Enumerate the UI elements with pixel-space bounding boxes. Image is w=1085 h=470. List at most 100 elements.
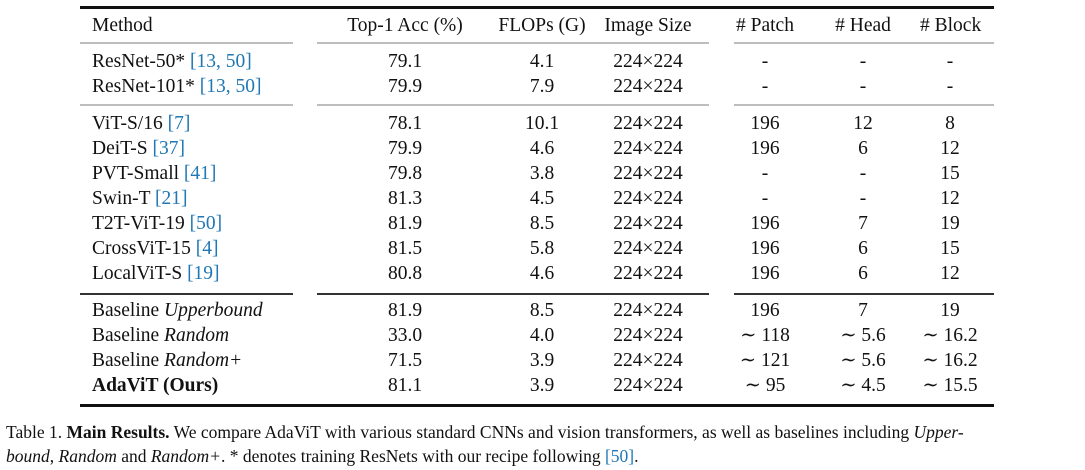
method-prefix: Baseline (92, 300, 160, 321)
method-name: ResNet-50* (92, 51, 186, 72)
block-value: ∼ 15.5 (922, 375, 978, 396)
top-rule (80, 6, 994, 9)
head-value: 6 (858, 238, 868, 259)
table-row: ResNet-50* [13, 50] 79.1 4.1 224×224 - -… (0, 49, 1085, 74)
table-row: PVT-Small [41] 79.8 3.8 224×224 - - 15 (0, 161, 1085, 186)
acc-value: 79.8 (387, 163, 423, 184)
citation-link[interactable]: [50] (189, 213, 223, 234)
block-value: 15 (940, 163, 960, 184)
block-value: 12 (940, 188, 960, 209)
caption-italic: Upper- (913, 422, 964, 442)
caption-text: and (121, 446, 147, 466)
group2-cmidrule-2 (317, 293, 709, 295)
size-value: 224×224 (613, 300, 683, 321)
flops-value: 8.5 (529, 300, 555, 321)
size-value: 224×224 (613, 138, 683, 159)
patch-value: 196 (750, 113, 780, 134)
block-value: 19 (940, 300, 960, 321)
acc-value: 79.9 (387, 76, 423, 97)
patch-value: ∼ 95 (744, 375, 786, 396)
header-head: # Head (835, 15, 891, 36)
method-prefix: Baseline (92, 325, 160, 346)
method-name: ResNet-101* (92, 76, 195, 97)
method-variant: Upperbound (164, 300, 263, 321)
header-cmidrule-3 (734, 42, 994, 44)
caption-text: . (634, 446, 639, 466)
flops-value: 4.6 (529, 263, 555, 284)
citation-link[interactable]: [4] (195, 238, 219, 259)
acc-value: 71.5 (387, 350, 423, 371)
acc-value: 79.9 (387, 138, 423, 159)
block-value: ∼ 16.2 (922, 325, 978, 346)
caption-text: We compare AdaViT with various standard … (173, 422, 910, 442)
head-value: - (859, 163, 867, 184)
caption-label: Table 1. (6, 422, 63, 442)
group1-cmidrule-2 (317, 104, 709, 106)
size-value: 224×224 (613, 188, 683, 209)
flops-value: 3.9 (529, 375, 555, 396)
header-patch: # Patch (736, 15, 794, 36)
head-value: 7 (858, 213, 868, 234)
block-value: 12 (940, 263, 960, 284)
method-name: Swin-T (92, 188, 151, 209)
table-caption: Table 1. Main Results. We compare AdaViT… (6, 420, 1081, 468)
table-row: ViT-S/16 [7] 78.1 10.1 224×224 196 12 8 (0, 111, 1085, 136)
citation-link[interactable]: [7] (167, 113, 191, 134)
group1-cmidrule-1 (80, 104, 293, 106)
header-size: Image Size (604, 15, 692, 36)
method-name: PVT-Small (92, 163, 180, 184)
caption-text: . * denotes training ResNets with our re… (221, 446, 601, 466)
table-row: ResNet-101* [13, 50] 79.9 7.9 224×224 - … (0, 74, 1085, 99)
method-name: LocalViT-S (92, 263, 183, 284)
header-block: # Block (920, 15, 982, 36)
citation-link[interactable]: [13, 50] (190, 51, 252, 72)
size-value: 224×224 (613, 350, 683, 371)
header-cmidrule-1 (80, 42, 293, 44)
caption-italic: Random+ (150, 446, 221, 466)
table-header-row: Method Top-1 Acc (%) FLOPs (G) Image Siz… (0, 13, 1085, 38)
citation-link[interactable]: [13, 50] (199, 76, 262, 97)
group2-cmidrule-1 (80, 293, 293, 295)
citation-link[interactable]: [19] (187, 263, 220, 284)
block-value: - (946, 76, 954, 97)
patch-value: 196 (750, 238, 780, 259)
acc-value: 78.1 (387, 113, 423, 134)
head-value: 6 (858, 263, 868, 284)
head-value: ∼ 4.5 (840, 375, 886, 396)
block-value: - (946, 51, 954, 72)
method-name: DeiT-S (92, 138, 148, 159)
patch-value: 196 (750, 138, 780, 159)
acc-value: 80.8 (387, 263, 423, 284)
table-row: LocalViT-S [19] 80.8 4.6 224×224 196 6 1… (0, 261, 1085, 286)
flops-value: 10.1 (524, 113, 560, 134)
table-row: Baseline Random+ 71.5 3.9 224×224 ∼ 121 … (0, 348, 1085, 373)
method-variant: Random+ (164, 350, 243, 371)
acc-value: 81.5 (387, 238, 423, 259)
header-cmidrule-2 (317, 42, 709, 44)
head-value: - (859, 76, 867, 97)
table-row: DeiT-S [37] 79.9 4.6 224×224 196 6 12 (0, 136, 1085, 161)
acc-value: 81.9 (387, 300, 423, 321)
patch-value: - (761, 188, 769, 209)
citation-link[interactable]: [21] (155, 188, 188, 209)
head-value: - (859, 51, 867, 72)
citation-link[interactable]: [50] (604, 446, 635, 466)
citation-link[interactable]: [41] (183, 163, 217, 184)
patch-value: - (761, 163, 769, 184)
citation-link[interactable]: [37] (152, 138, 186, 159)
block-value: 12 (940, 138, 960, 159)
flops-value: 8.5 (529, 213, 555, 234)
bottom-rule (80, 404, 994, 407)
size-value: 224×224 (613, 263, 683, 284)
size-value: 224×224 (613, 113, 683, 134)
patch-value: 196 (750, 263, 780, 284)
size-value: 224×224 (613, 163, 683, 184)
flops-value: 3.9 (529, 350, 555, 371)
flops-value: 7.9 (529, 76, 555, 97)
size-value: 224×224 (613, 51, 683, 72)
size-value: 224×224 (613, 238, 683, 259)
method-variant: Random (164, 325, 230, 346)
table-row: Swin-T [21] 81.3 4.5 224×224 - - 12 (0, 186, 1085, 211)
patch-value: - (761, 76, 769, 97)
caption-italic: Random (58, 446, 117, 466)
